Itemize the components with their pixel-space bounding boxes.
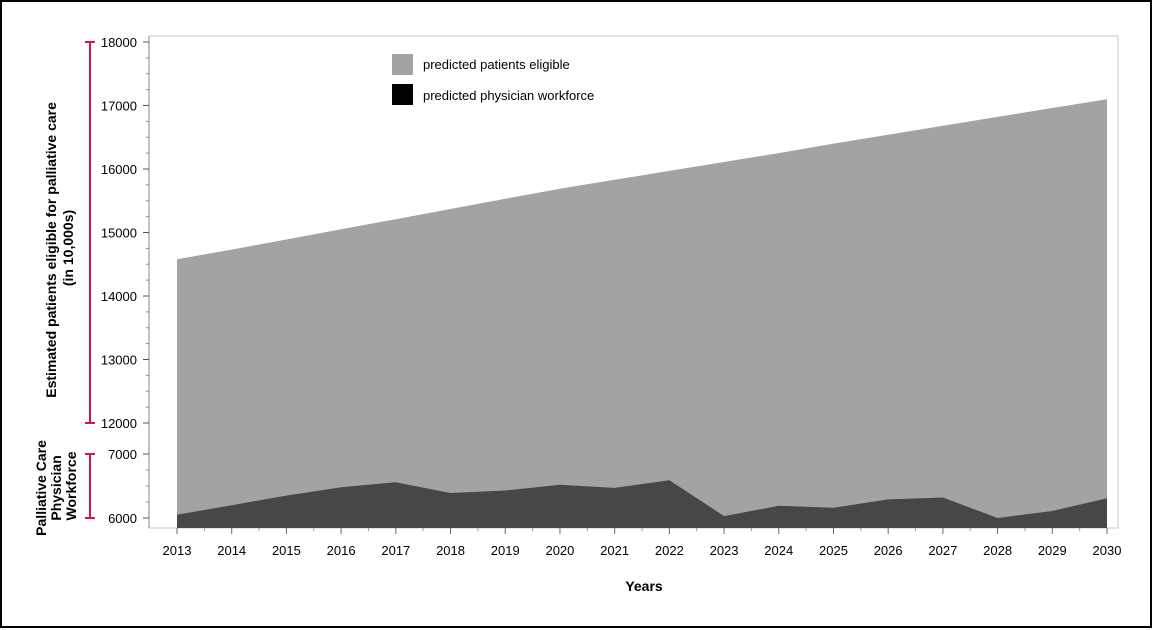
- x-tick-label: 2030: [1093, 543, 1122, 558]
- x-axis-title: Years: [625, 578, 663, 594]
- x-tick-label: 2021: [600, 543, 629, 558]
- legend-label-workforce: predicted physician workforce: [423, 88, 594, 103]
- y-axis-title-lower-line-3: Workforce: [63, 451, 79, 520]
- y-tick-label: 12000: [101, 416, 137, 431]
- x-tick-label: 2023: [710, 543, 739, 558]
- x-tick-label: 2024: [764, 543, 793, 558]
- y-tick-label: 14000: [101, 289, 137, 304]
- y-axis: 6000 7000 12000 13000 14000 15000 16000 17000 18…: [101, 35, 149, 528]
- y-axis-brackets: [85, 42, 95, 518]
- legend-swatch-eligible: [392, 54, 413, 75]
- x-tick-label: 2029: [1038, 543, 1067, 558]
- x-tick-label: 2014: [217, 543, 246, 558]
- y-tick-label: 6000: [108, 511, 137, 526]
- x-axis: 2013 2014 2015 2016 2017 2018 2019 2020 2021 2022…: [163, 528, 1122, 558]
- y-tick-label: 16000: [101, 162, 137, 177]
- y-tick-label: 13000: [101, 353, 137, 368]
- y-axis-title-upper: Estimated patients eligible for palliati…: [43, 98, 76, 398]
- y-axis-title-upper-line-1: Estimated patients eligible for palliati…: [43, 102, 59, 398]
- y-tick-label: 15000: [101, 226, 137, 241]
- x-tick-label: 2019: [491, 543, 520, 558]
- x-tick-label: 2015: [272, 543, 301, 558]
- y-axis-title-lower-line-2: Physician: [48, 455, 64, 520]
- legend-label-eligible: predicted patients eligible: [423, 57, 570, 72]
- x-tick-label: 2017: [381, 543, 410, 558]
- x-tick-label: 2026: [874, 543, 903, 558]
- x-tick-label: 2022: [655, 543, 684, 558]
- y-tick-label: 17000: [101, 99, 137, 114]
- legend-swatch-workforce: [392, 84, 413, 105]
- x-tick-label: 2025: [819, 543, 848, 558]
- x-tick-label: 2016: [327, 543, 356, 558]
- y-tick-label: 7000: [108, 447, 137, 462]
- x-tick-label: 2013: [163, 543, 192, 558]
- y-axis-title-lower-line-1: Palliative Care: [33, 440, 49, 536]
- y-tick-label: 18000: [101, 35, 137, 50]
- x-tick-label: 2028: [983, 543, 1012, 558]
- x-tick-label: 2018: [436, 543, 465, 558]
- y-axis-title-lower: Palliative Care Physician Workforce: [33, 436, 79, 536]
- x-tick-label: 2020: [545, 543, 574, 558]
- x-tick-label: 2027: [928, 543, 957, 558]
- y-axis-title-upper-line-2: (in 10,000s): [60, 210, 76, 286]
